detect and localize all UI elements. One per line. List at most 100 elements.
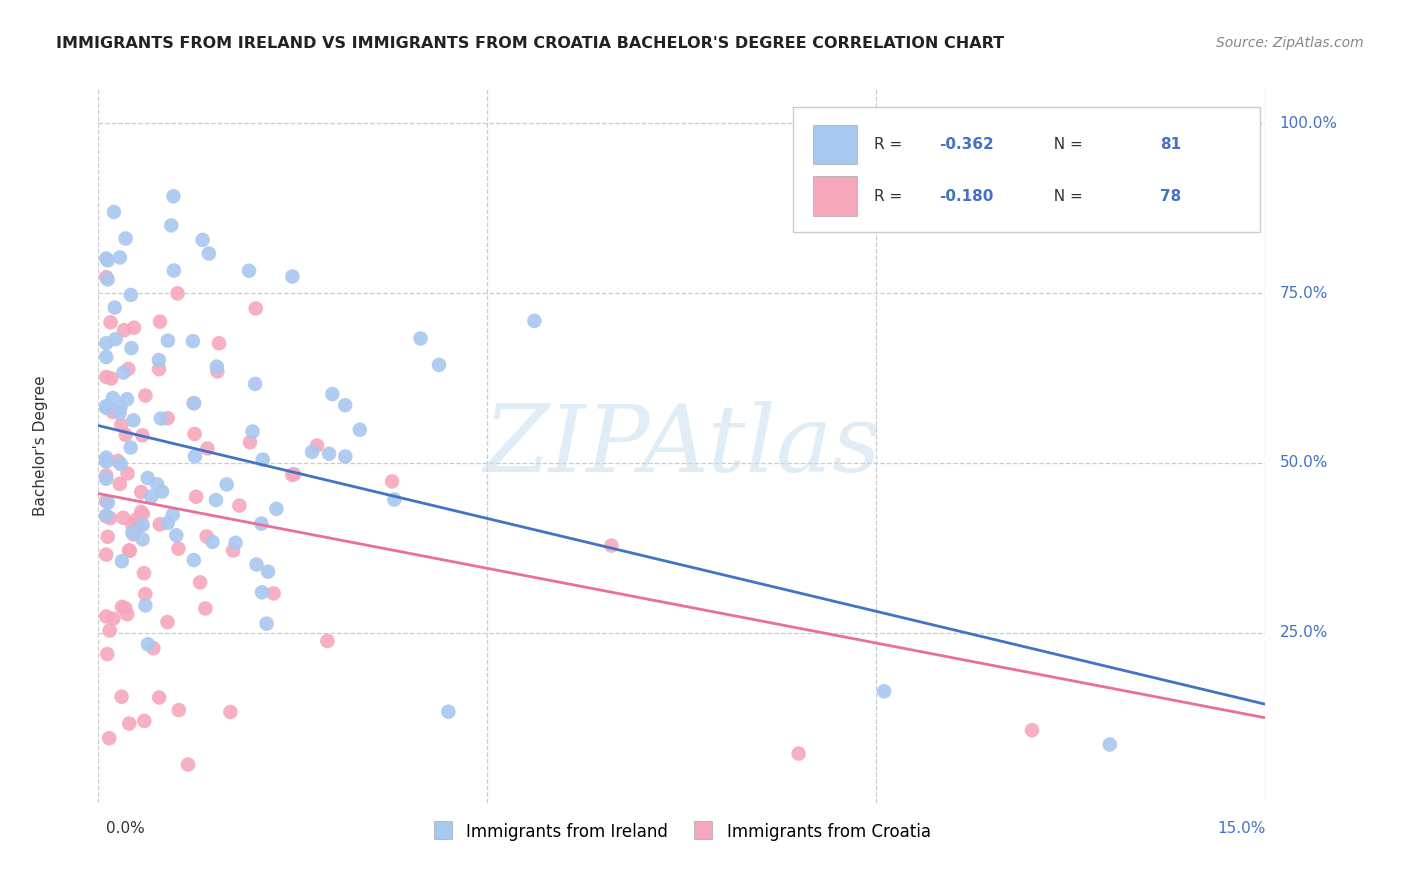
Point — [131, 428, 153, 442]
FancyBboxPatch shape — [793, 107, 1260, 232]
Point — [266, 501, 288, 516]
Point — [122, 527, 145, 541]
Point — [125, 512, 148, 526]
Point — [263, 586, 285, 600]
FancyBboxPatch shape — [813, 125, 858, 164]
Point — [96, 270, 118, 285]
Point — [523, 314, 546, 328]
Point — [252, 452, 274, 467]
Point — [141, 490, 163, 504]
Point — [120, 341, 142, 355]
Point — [1098, 738, 1121, 752]
Point — [181, 334, 204, 348]
Text: Source: ZipAtlas.com: Source: ZipAtlas.com — [1216, 36, 1364, 50]
Point — [97, 253, 120, 268]
Point — [110, 457, 132, 471]
Point — [111, 599, 134, 614]
Point — [219, 705, 242, 719]
Point — [108, 406, 131, 420]
Point — [250, 516, 273, 531]
Point — [184, 450, 207, 464]
Point — [96, 548, 118, 562]
Point — [409, 331, 432, 345]
Point — [195, 529, 218, 543]
Point — [96, 450, 118, 465]
Point — [150, 484, 173, 499]
Point — [191, 233, 214, 247]
Point — [156, 615, 179, 629]
Point — [787, 747, 810, 761]
Point — [96, 494, 118, 508]
Point — [117, 467, 139, 481]
Point — [114, 601, 136, 615]
Point — [96, 401, 118, 415]
Point — [156, 411, 179, 425]
Point — [225, 535, 247, 549]
Point — [600, 539, 623, 553]
Point — [110, 400, 132, 414]
Point — [120, 288, 142, 302]
Point — [197, 442, 219, 456]
Point — [129, 505, 152, 519]
Point — [98, 511, 121, 525]
Point — [215, 477, 238, 491]
Point — [256, 616, 278, 631]
Point — [194, 601, 217, 615]
Point — [316, 634, 339, 648]
Text: R =: R = — [875, 189, 908, 203]
Point — [349, 423, 371, 437]
Text: -0.362: -0.362 — [939, 137, 994, 153]
Point — [104, 332, 127, 346]
Point — [149, 517, 172, 532]
Point — [104, 301, 127, 315]
Point — [301, 445, 323, 459]
Point — [245, 301, 267, 316]
Point — [134, 714, 156, 728]
Point — [101, 391, 124, 405]
Point — [437, 705, 460, 719]
Point — [165, 528, 187, 542]
Point — [183, 427, 205, 442]
Point — [103, 205, 125, 219]
Legend: Immigrants from Ireland, Immigrants from Croatia: Immigrants from Ireland, Immigrants from… — [426, 816, 938, 848]
Text: 78: 78 — [1160, 189, 1181, 203]
Point — [121, 517, 143, 532]
Point — [183, 396, 205, 410]
Point — [134, 388, 156, 402]
Point — [239, 435, 262, 450]
Point — [321, 387, 343, 401]
Text: 100.0%: 100.0% — [1279, 116, 1337, 131]
Point — [245, 558, 267, 572]
Point — [160, 219, 183, 233]
Point — [238, 263, 260, 277]
Text: -0.180: -0.180 — [939, 189, 993, 203]
Point — [96, 336, 118, 351]
Point — [184, 490, 207, 504]
Point — [136, 471, 159, 485]
Point — [131, 518, 153, 533]
Point — [121, 525, 143, 540]
Point — [335, 450, 357, 464]
Point — [201, 534, 224, 549]
Point — [132, 566, 155, 581]
Point — [108, 476, 131, 491]
Point — [107, 454, 129, 468]
Point — [127, 519, 149, 533]
Point — [100, 371, 122, 385]
Point — [149, 315, 172, 329]
Point — [112, 366, 135, 380]
Point — [114, 231, 136, 245]
Point — [205, 359, 228, 374]
Point — [112, 510, 135, 524]
Point — [134, 587, 156, 601]
Point — [96, 350, 118, 364]
Text: N =: N = — [1043, 137, 1087, 153]
Point — [96, 454, 118, 468]
Point — [205, 493, 228, 508]
Point — [115, 607, 138, 622]
Text: ZIPAtlas: ZIPAtlas — [484, 401, 880, 491]
Point — [118, 716, 141, 731]
Point — [381, 475, 404, 489]
Text: Bachelor's Degree: Bachelor's Degree — [32, 376, 48, 516]
Point — [118, 543, 141, 558]
